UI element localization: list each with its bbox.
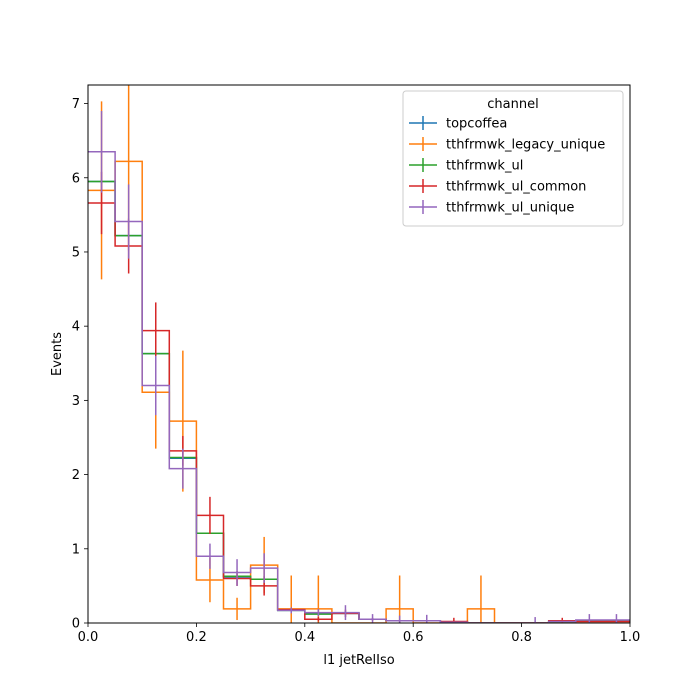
legend-label: tthfrmwk_ul_common [446,180,586,195]
x-tick-label: 0.8 [511,630,532,645]
x-tick-label: 0.0 [78,630,99,645]
y-tick-label: 1 [72,542,80,557]
x-tick-label: 1.0 [620,630,641,645]
legend-label: tthfrmwk_legacy_unique [446,138,605,153]
legend-label: tthfrmwk_ul [446,159,523,174]
legend-title: channel [487,97,538,112]
axes-frame [87,84,631,624]
legend-entry: tthfrmwk_ul_unique [409,200,574,216]
y-axis-label: Events [50,332,65,376]
legend-entry: tthfrmwk_ul_common [409,179,586,195]
x-axis-label: l1 jetRelIso [323,653,394,668]
x-tick-label: 0.2 [186,630,207,645]
y-tick-label: 3 [72,394,80,409]
x-tick-label: 0.6 [403,630,424,645]
y-tick-label: 2 [72,468,80,483]
y-tick-label: 6 [72,171,80,186]
legend-box [402,90,624,227]
legend-label: topcoffea [446,117,507,132]
legend-entry: topcoffea [409,116,507,132]
y-axis-ticks: 0 1 2 3 4 5 6 7 [72,97,88,632]
x-tick-label: 0.4 [294,630,315,645]
series-tthfrmwk_ul_unique [88,110,630,623]
legend-entry: tthfrmwk_ul [409,158,523,174]
y-tick-label: 7 [72,97,80,112]
legend-label: tthfrmwk_ul_unique [446,201,574,216]
y-tick-label: 0 [72,617,80,632]
y-tick-label: 4 [72,320,80,335]
series-step-line [88,151,630,623]
series-layer [88,85,630,623]
legend-entry: tthfrmwk_legacy_unique [409,137,605,153]
x-axis-ticks: 0.0 0.2 0.4 0.6 0.8 1.0 [78,623,641,645]
legend: channel topcoffea tthfrmwk_legacy_uniquet… [402,90,624,227]
y-tick-label: 5 [72,245,80,260]
